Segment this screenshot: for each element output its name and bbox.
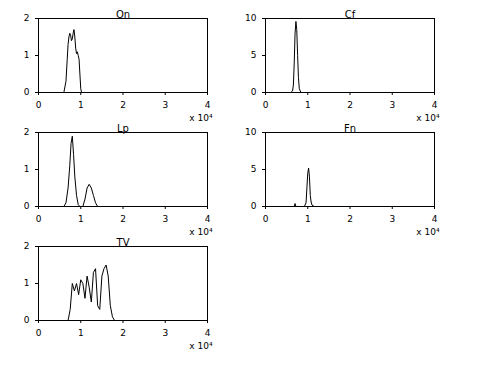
svg-text:On: On: [116, 9, 130, 20]
svg-text:10: 10: [245, 127, 257, 137]
svg-text:x 10⁴: x 10⁴: [416, 113, 440, 123]
svg-text:0: 0: [24, 87, 30, 97]
svg-text:Lp: Lp: [117, 123, 129, 134]
svg-text:x 10⁴: x 10⁴: [416, 227, 440, 237]
svg-text:4: 4: [205, 214, 211, 224]
svg-text:3: 3: [162, 100, 168, 110]
svg-text:x 10⁴: x 10⁴: [189, 227, 213, 237]
svg-text:4: 4: [432, 100, 438, 110]
svg-text:1: 1: [78, 214, 84, 224]
svg-text:1: 1: [24, 164, 30, 174]
svg-text:2: 2: [347, 214, 353, 224]
svg-text:x 10⁴: x 10⁴: [189, 341, 213, 351]
svg-text:4: 4: [205, 100, 211, 110]
svg-text:0: 0: [251, 201, 257, 211]
svg-text:Cf: Cf: [345, 9, 356, 20]
svg-text:0: 0: [263, 214, 269, 224]
svg-text:5: 5: [251, 50, 257, 60]
svg-text:TV: TV: [116, 237, 130, 248]
svg-text:0: 0: [36, 214, 42, 224]
svg-text:0: 0: [36, 328, 42, 338]
svg-text:10: 10: [245, 13, 257, 23]
svg-text:2: 2: [24, 13, 30, 23]
svg-text:1: 1: [78, 328, 84, 338]
svg-text:0: 0: [36, 100, 42, 110]
svg-text:1: 1: [78, 100, 84, 110]
svg-text:5: 5: [251, 164, 257, 174]
svg-text:1: 1: [305, 100, 311, 110]
svg-text:4: 4: [205, 328, 211, 338]
svg-text:1: 1: [24, 278, 30, 288]
svg-text:2: 2: [24, 127, 30, 137]
svg-text:3: 3: [162, 214, 168, 224]
svg-text:2: 2: [120, 100, 126, 110]
svg-text:x 10⁴: x 10⁴: [189, 113, 213, 123]
svg-text:Fn: Fn: [344, 123, 356, 134]
svg-text:0: 0: [263, 100, 269, 110]
svg-text:0: 0: [24, 315, 30, 325]
svg-text:4: 4: [432, 214, 438, 224]
svg-text:2: 2: [24, 241, 30, 251]
svg-text:1: 1: [24, 50, 30, 60]
svg-text:0: 0: [251, 87, 257, 97]
svg-text:3: 3: [389, 100, 395, 110]
svg-text:2: 2: [120, 214, 126, 224]
svg-text:1: 1: [305, 214, 311, 224]
svg-text:2: 2: [347, 100, 353, 110]
svg-text:3: 3: [162, 328, 168, 338]
svg-text:0: 0: [24, 201, 30, 211]
svg-text:2: 2: [120, 328, 126, 338]
svg-text:3: 3: [389, 214, 395, 224]
